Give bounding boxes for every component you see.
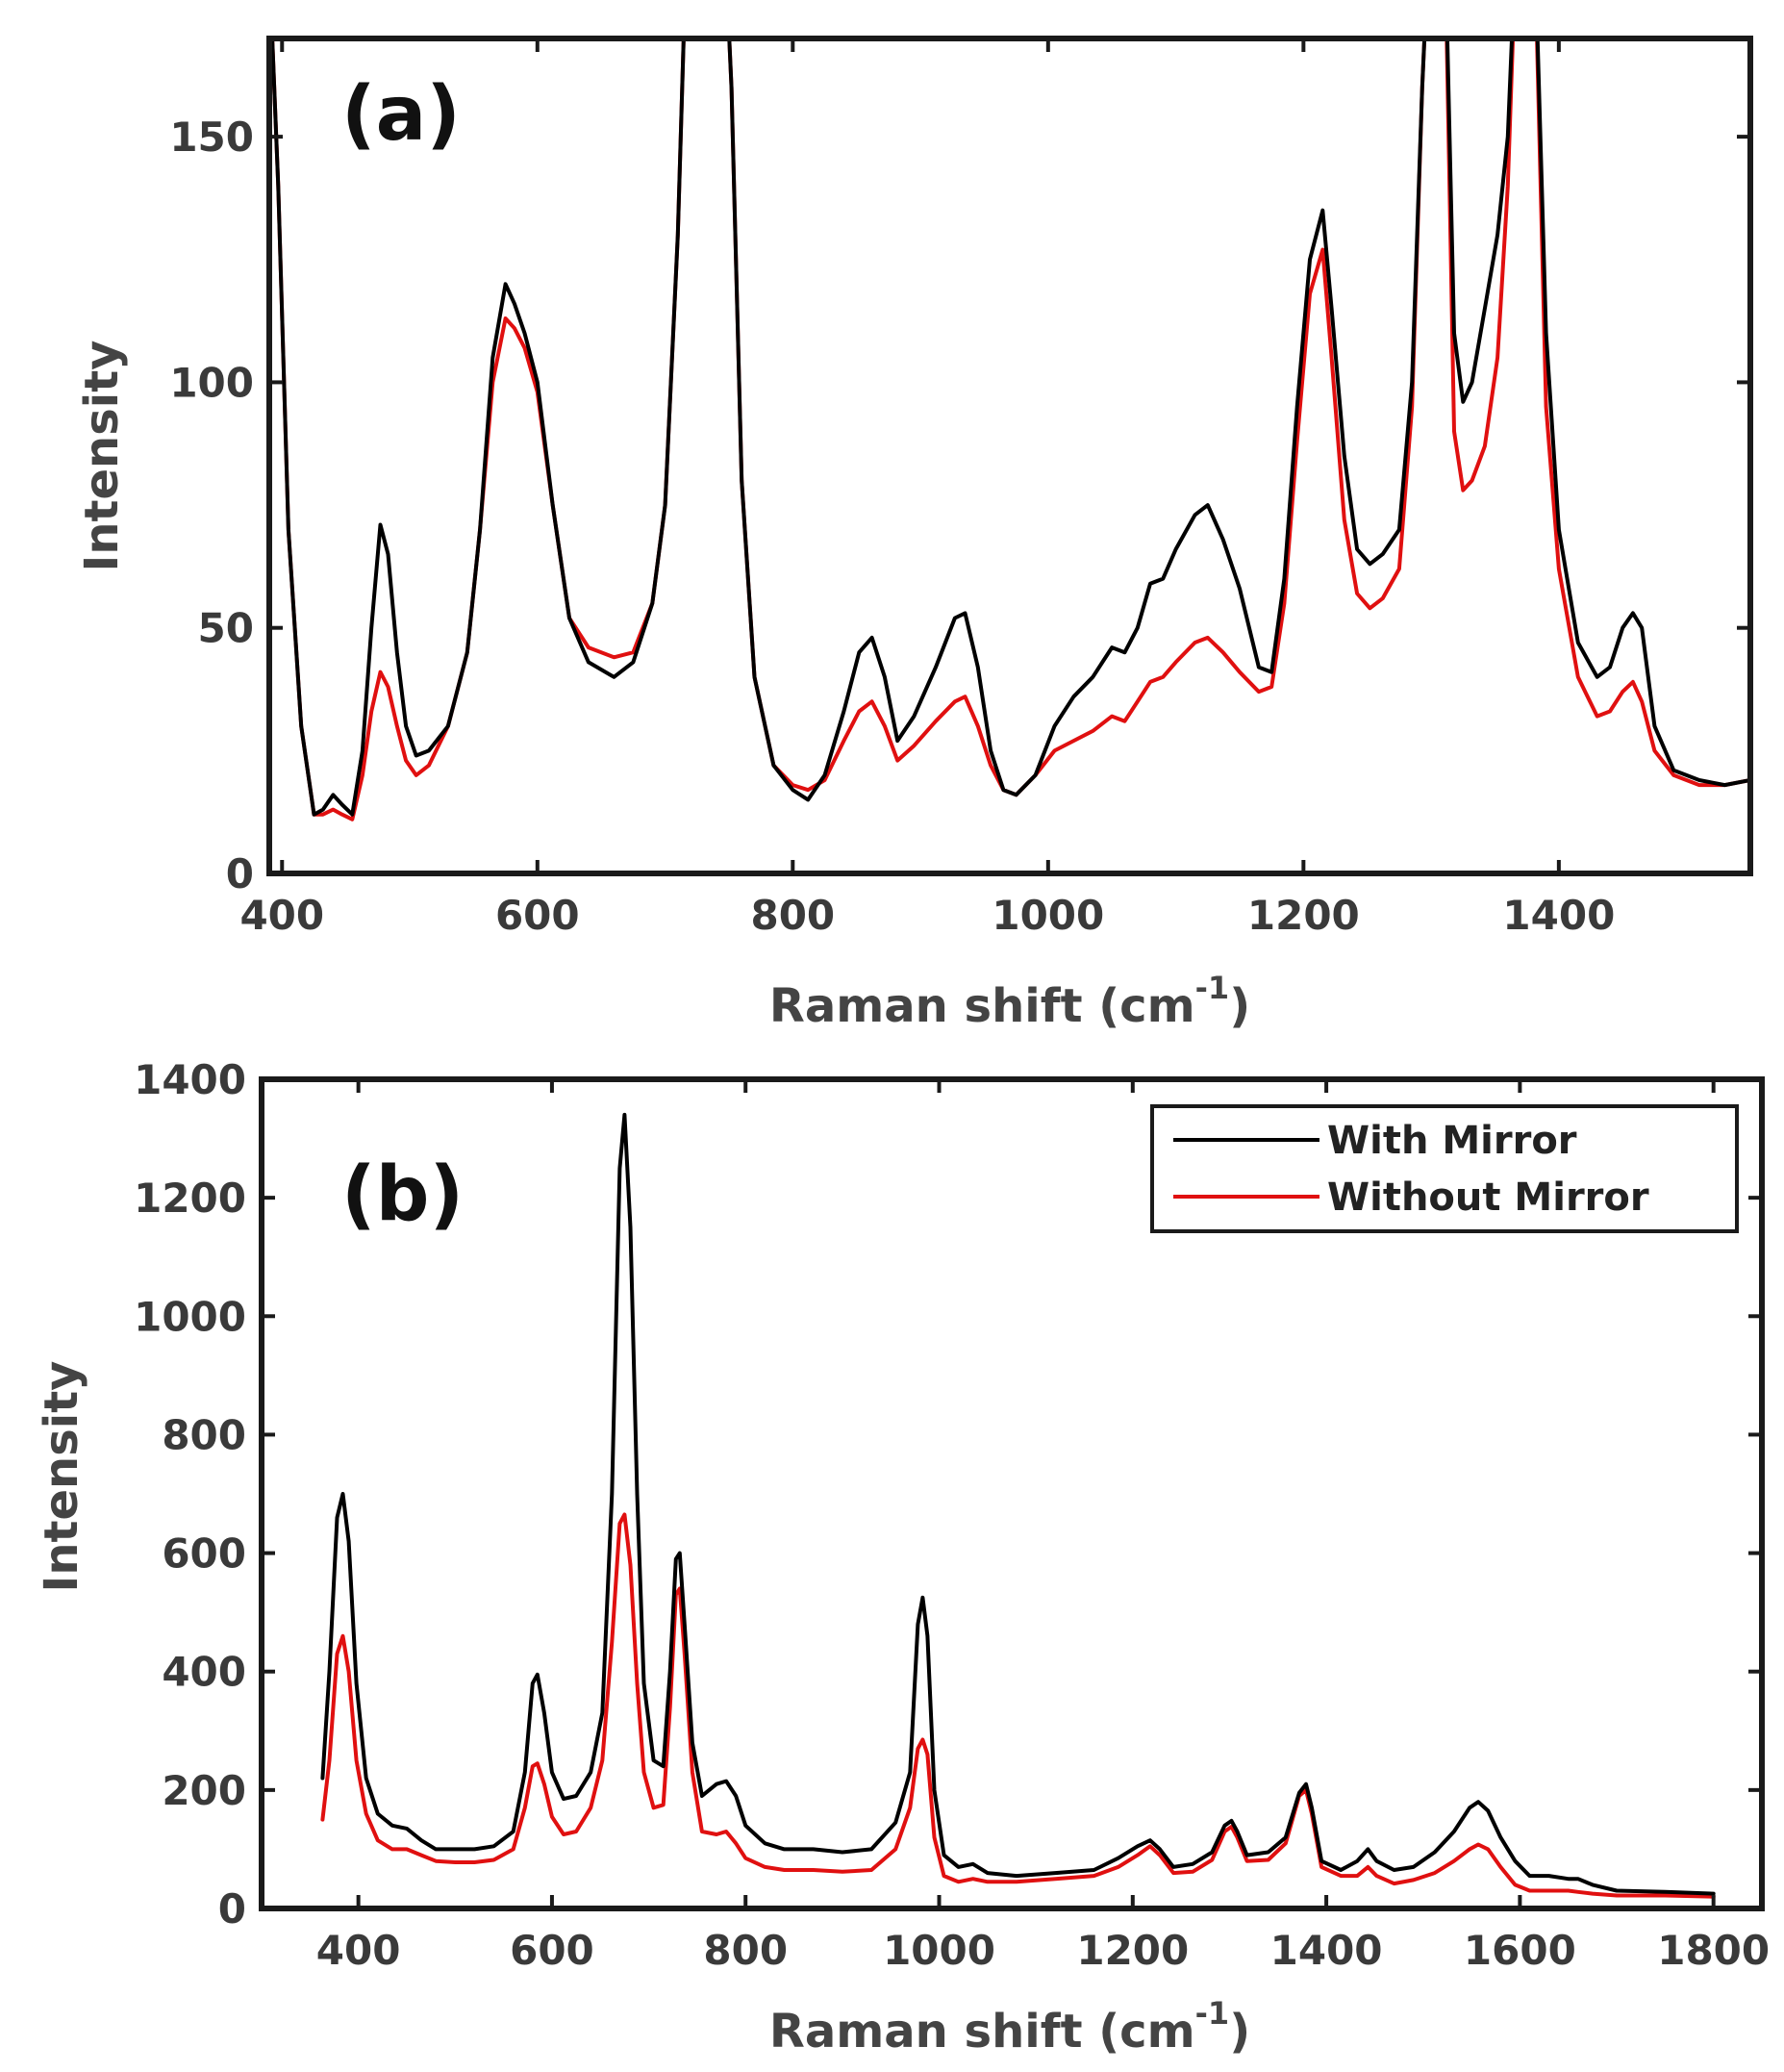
legend-label-without-mirror: Without Mirror <box>1327 1175 1649 1220</box>
panel-b-series-without-mirror <box>320 1512 1716 1899</box>
panel-a-ylabel: Intensity <box>75 341 129 572</box>
panel-b-ytick-label: 0 <box>218 1885 246 1933</box>
panel-a-ytick-label: 50 <box>198 605 254 652</box>
panel-b-lines <box>320 1112 1716 1899</box>
panel-a-xlabel: Raman shift (cm-1) <box>769 970 1250 1033</box>
panel-b-xtick-label: 400 <box>316 1927 401 1974</box>
panel-b-ytick-label: 600 <box>162 1530 246 1578</box>
panel-a-xlabel-close: ) <box>1229 979 1250 1033</box>
panel-b-xtick-label: 1600 <box>1464 1927 1576 1974</box>
panel-b-ytick-label: 1000 <box>134 1293 246 1340</box>
legend-label-with-mirror: With Mirror <box>1327 1119 1577 1163</box>
panel-b: 400 600 800 1000 1200 1400 1600 1800 0 200 400 600 8… <box>35 1056 1770 2059</box>
panel-b-xlabel-main: Raman shift (cm <box>769 2005 1195 2059</box>
panel-a-xtick-label: 1000 <box>992 892 1104 939</box>
panel-b-tick-labels: 400 600 800 1000 1200 1400 1600 1800 0 200 400 600 8… <box>134 1056 1770 1974</box>
panel-b-ytick-label: 400 <box>162 1649 246 1696</box>
panel-b-ytick-label: 1200 <box>134 1175 246 1222</box>
panel-b-xtick-label: 1200 <box>1076 1927 1189 1974</box>
panel-a-ytick-label: 150 <box>169 114 254 161</box>
panel-a-series-with-mirror <box>270 38 1750 817</box>
legend: With Mirror Without Mirror <box>1150 1104 1739 1233</box>
panel-b-xlabel-close: ) <box>1229 2005 1250 2059</box>
panel-b-xtick-label: 800 <box>703 1927 788 1974</box>
panel-a-frame <box>266 36 1753 876</box>
panel-b-xtick-label: 1400 <box>1270 1927 1383 1974</box>
panel-a-ticks <box>269 38 1750 875</box>
panel-a-xtick-label: 400 <box>239 892 324 939</box>
panel-b-ytick-label: 200 <box>162 1767 246 1814</box>
panel-b-ytick-label: 800 <box>162 1411 246 1458</box>
panel-a-lines <box>270 38 1750 821</box>
panel-b-ytick-label: 1400 <box>134 1056 246 1103</box>
panel-a-ytick-label: 100 <box>169 359 254 406</box>
panel-a: 400 600 800 1000 1200 1400 0 50 100 150 (a) Inten… <box>75 36 1753 1033</box>
panel-b-ticks <box>262 1077 1762 1910</box>
panel-b-xtick-label: 1800 <box>1657 1927 1770 1974</box>
panel-a-xlabel-sup: -1 <box>1195 970 1230 1006</box>
panel-a-ytick-label: 0 <box>226 850 254 897</box>
panel-b-series-with-mirror <box>320 1112 1716 1896</box>
panel-b-label: (b) <box>341 1151 464 1238</box>
panel-b-xlabel: Raman shift (cm-1) <box>769 1995 1250 2059</box>
panel-b-xtick-label: 600 <box>510 1927 594 1974</box>
panel-b-ylabel: Intensity <box>35 1361 88 1593</box>
panel-a-tick-labels: 400 600 800 1000 1200 1400 0 50 100 150 <box>169 114 1615 939</box>
panel-a-xtick-label: 600 <box>495 892 580 939</box>
panel-a-xtick-label: 800 <box>750 892 835 939</box>
panel-a-xtick-label: 1200 <box>1247 892 1360 939</box>
panel-b-xlabel-sup: -1 <box>1195 1995 1230 2032</box>
panel-a-xlabel-main: Raman shift (cm <box>769 979 1195 1033</box>
panel-a-label: (a) <box>341 71 461 158</box>
panel-b-frame <box>259 1076 1765 1911</box>
panel-b-xtick-label: 1000 <box>883 1927 995 1974</box>
panel-a-xtick-label: 1400 <box>1502 892 1615 939</box>
legend-box <box>1150 1104 1739 1233</box>
